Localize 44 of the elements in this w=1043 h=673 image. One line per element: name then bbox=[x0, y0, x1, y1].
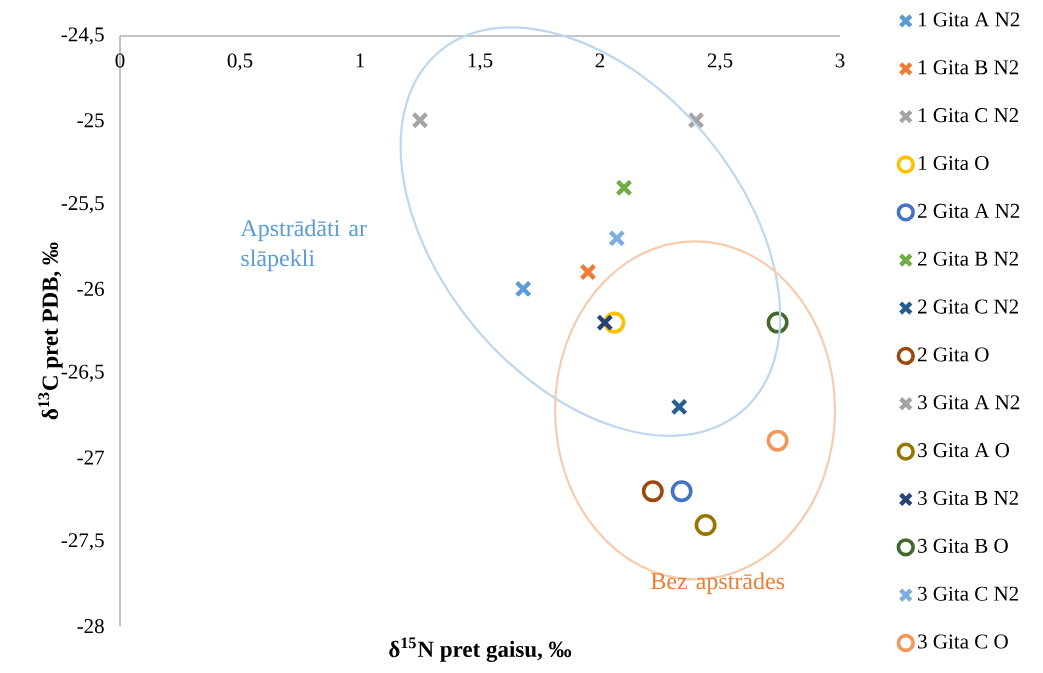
legend-label: 1 Gita C N2 bbox=[918, 108, 1019, 123]
legend-label: 2 Gita O bbox=[918, 347, 989, 362]
x-tick-label: 1,5 bbox=[468, 53, 493, 71]
annotation: Bez apstrādes bbox=[651, 572, 785, 595]
point bbox=[579, 263, 597, 281]
y-tick-label: -25 bbox=[77, 113, 104, 128]
point bbox=[670, 398, 688, 416]
y-tick-label: -24,5 bbox=[61, 27, 104, 45]
y-tick-label: -26,5 bbox=[61, 364, 104, 382]
legend-label: 3 Gita C N2 bbox=[918, 586, 1019, 601]
point bbox=[687, 111, 705, 129]
legend-label: 3 Gita C O bbox=[918, 634, 1008, 649]
point bbox=[766, 429, 789, 452]
y-tick-label: -28 bbox=[77, 619, 104, 634]
legend-label: 2 Gita B N2 bbox=[918, 251, 1019, 266]
point bbox=[596, 314, 614, 332]
x-tick-label: 2 bbox=[595, 53, 605, 68]
legend-label: 1 Gita A N2 bbox=[918, 12, 1020, 27]
point bbox=[641, 480, 664, 503]
y-tick-label: -27 bbox=[77, 450, 104, 465]
point bbox=[615, 179, 633, 197]
legend-label: 3 Gita B N2 bbox=[918, 490, 1019, 506]
point bbox=[514, 280, 532, 298]
point bbox=[411, 111, 429, 129]
point bbox=[694, 513, 717, 536]
x-tick-label: 2,5 bbox=[707, 53, 733, 71]
legend-label: 3 Gita A O bbox=[918, 443, 1009, 458]
legend-label: 1 Gita O bbox=[918, 155, 989, 171]
x-tick-label: 3 bbox=[835, 53, 845, 68]
x-tick-label: 0 bbox=[115, 53, 125, 68]
x-axis-title: δ$^{15}$N pret gaisu, ‰ bbox=[389, 637, 572, 662]
point bbox=[670, 480, 693, 503]
annotation: Apstrādāti ar slāpekli bbox=[240, 219, 367, 272]
y-tick-label: -27,5 bbox=[61, 533, 104, 551]
point bbox=[608, 229, 626, 247]
x-tick-label: 0,5 bbox=[227, 53, 253, 71]
legend-label: 2 Gita C N2 bbox=[918, 299, 1019, 314]
y-tick-label: -25,5 bbox=[61, 196, 104, 214]
legend-label: 3 Gita A N2 bbox=[918, 395, 1020, 410]
x-tick-label: 1 bbox=[356, 53, 364, 68]
legend-label: 2 Gita A N2 bbox=[918, 203, 1020, 218]
legend-label: 3 Gita B O bbox=[918, 538, 1008, 553]
legend-label: 1 Gita B N2 bbox=[918, 60, 1019, 75]
y-tick-label: -26 bbox=[77, 281, 104, 296]
